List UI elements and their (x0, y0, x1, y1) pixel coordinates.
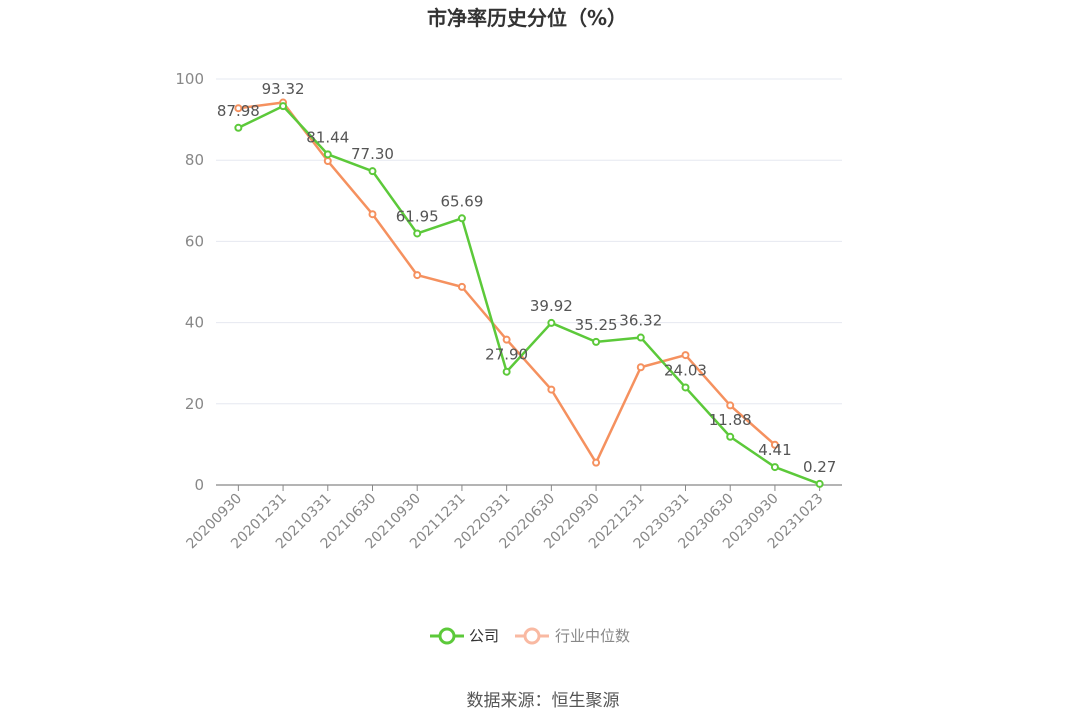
data-point[interactable] (815, 479, 824, 488)
series-line (238, 101, 776, 464)
x-axis: 2020093020201231202103312021063020210930… (183, 484, 842, 552)
data-point[interactable] (368, 210, 377, 219)
source-note: 数据来源：恒生聚源 (467, 691, 620, 711)
data-label: 77.30 (351, 145, 394, 163)
series-line (237, 104, 821, 486)
data-point[interactable] (592, 458, 601, 467)
data-point[interactable] (234, 104, 243, 113)
data-point[interactable] (323, 150, 332, 159)
data-label: 11.88 (709, 411, 752, 429)
legend-label-company: 公司 (469, 627, 499, 645)
data-point[interactable] (279, 102, 288, 111)
data-point[interactable] (502, 367, 511, 376)
data-label: 93.32 (262, 80, 305, 98)
legend-item-company[interactable]: 公司 (430, 627, 499, 645)
grid-lines (216, 78, 842, 405)
y-tick-label: 80 (185, 151, 204, 169)
data-point[interactable] (770, 463, 779, 472)
data-point[interactable] (413, 229, 422, 238)
data-point[interactable] (323, 157, 332, 166)
data-label: 65.69 (440, 192, 483, 210)
data-label: 87.98 (217, 102, 260, 120)
data-label: 0.27 (803, 458, 836, 476)
data-label: 39.92 (530, 297, 573, 315)
data-point[interactable] (726, 432, 735, 441)
data-point[interactable] (413, 271, 422, 280)
legend-item-industry-median[interactable]: 行业中位数 (515, 627, 630, 645)
series-industry-median (234, 98, 779, 467)
y-tick-label: 100 (175, 70, 204, 88)
data-label: 61.95 (396, 207, 439, 225)
series-layer (234, 98, 824, 488)
data-label: 81.44 (306, 128, 349, 146)
data-label: 36.32 (619, 312, 662, 330)
data-point[interactable] (592, 337, 601, 346)
legend-label-industry-median: 行业中位数 (555, 627, 630, 645)
y-tick-label: 20 (185, 395, 204, 413)
data-point[interactable] (770, 440, 779, 449)
data-point[interactable] (502, 335, 511, 344)
data-point[interactable] (636, 333, 645, 342)
y-axis: 0 20 40 60 80 100 (175, 70, 204, 494)
y-tick-label: 60 (185, 232, 204, 250)
legend-marker-industry-median (523, 627, 541, 645)
y-tick-label: 0 (194, 476, 204, 494)
data-point[interactable] (547, 385, 556, 394)
legend: 公司 行业中位数 (430, 627, 630, 645)
data-label: 27.90 (485, 346, 528, 364)
data-point[interactable] (681, 351, 690, 360)
data-point[interactable] (636, 363, 645, 372)
data-point[interactable] (234, 123, 243, 132)
data-label: 24.03 (664, 361, 707, 379)
data-label: 35.25 (575, 316, 618, 334)
chart-title: 市净率历史分位（%） (427, 6, 627, 30)
data-point[interactable] (547, 318, 556, 327)
y-tick-label: 40 (185, 314, 204, 332)
legend-marker-company (438, 627, 456, 645)
data-point[interactable] (457, 282, 466, 291)
data-point[interactable] (726, 401, 735, 410)
data-point[interactable] (681, 383, 690, 392)
series-company (234, 102, 824, 488)
data-label: 4.41 (758, 441, 791, 459)
data-point[interactable] (457, 214, 466, 223)
data-point[interactable] (368, 167, 377, 176)
